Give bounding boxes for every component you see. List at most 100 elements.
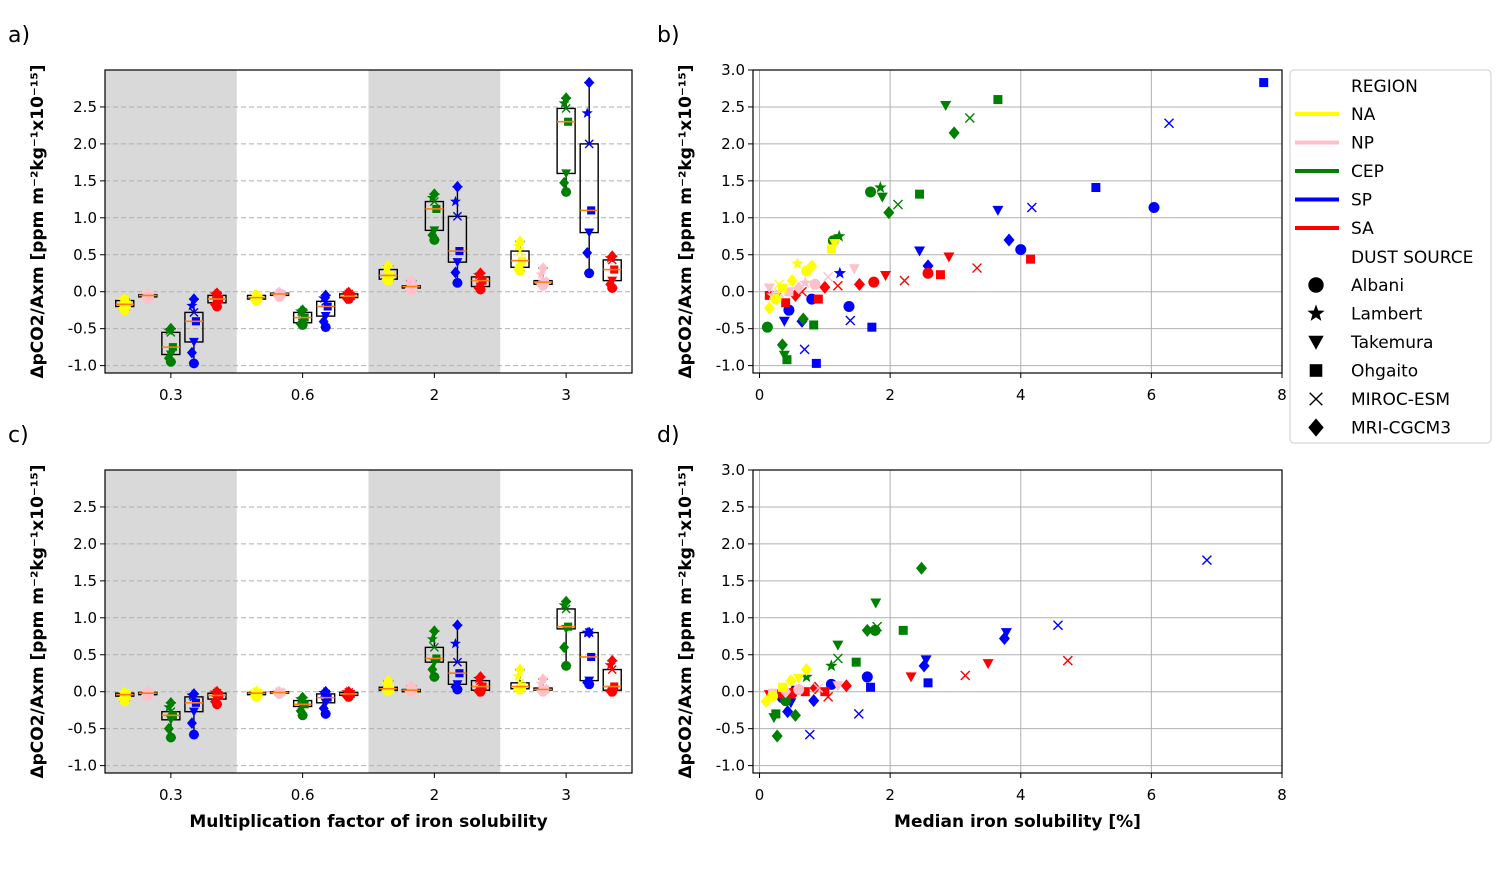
box-na <box>510 235 530 276</box>
scatter-point-sp <box>1091 183 1101 193</box>
box-point <box>426 633 438 644</box>
box-na <box>246 685 267 702</box>
scatter-point-sa <box>868 276 880 288</box>
box-point <box>449 195 461 207</box>
scatter-point-sp <box>843 300 855 312</box>
box-point <box>163 352 174 365</box>
y-tick-label: 0.5 <box>721 246 745 264</box>
scatter-point-sa <box>899 275 910 286</box>
shaded-band <box>368 70 501 373</box>
box-point <box>475 282 486 292</box>
box-np <box>533 673 553 697</box>
panel-label: b) <box>657 23 680 48</box>
scatter-point-na <box>786 274 798 288</box>
box-point <box>163 701 175 712</box>
box-na <box>115 686 135 707</box>
box-point <box>452 258 463 268</box>
box-cep <box>556 595 576 671</box>
box-point <box>561 169 572 179</box>
box-point <box>584 228 595 238</box>
box-point <box>559 641 570 654</box>
legend-source-title: DUST SOURCE <box>1351 248 1473 268</box>
scatter-point-sp <box>1148 201 1160 213</box>
legend-source-label: MIROC-ESM <box>1351 390 1450 410</box>
box-point <box>320 312 331 322</box>
box-sa <box>602 250 622 293</box>
y-tick-label: 1.0 <box>73 609 97 627</box>
box-sp <box>184 688 204 740</box>
scatter-point-na <box>785 674 797 688</box>
scatter-point-cep <box>825 659 838 672</box>
x-tick-label: 2 <box>430 386 440 404</box>
box-point <box>561 186 572 197</box>
y-tick-label: -0.5 <box>68 720 97 738</box>
box-sp <box>447 619 468 695</box>
scatter-point-sa <box>905 672 917 683</box>
scatter-point-cep <box>874 181 887 193</box>
scatter-point-cep <box>833 229 846 242</box>
box-point <box>429 625 440 637</box>
box-point <box>320 289 331 302</box>
chart-panel: b) -1.0 -0.5 0.0 0.5 1.0 1.5 2.0 2.5 3.0 0 2 4 6 8 ΔpCO… <box>657 23 1287 404</box>
y-axis-label-text: ΔpCO2/Axm [ppm m⁻²kg⁻¹x10⁻¹⁵] <box>28 464 48 778</box>
x-tick-label: 2 <box>885 386 895 404</box>
box-na <box>115 293 135 316</box>
box-point <box>581 107 593 118</box>
scatter-point-sa <box>800 687 810 697</box>
y-axis-label: ΔpCO2/Axm [ppm m⁻²kg⁻¹x10⁻¹⁵] <box>676 64 696 378</box>
box-rect <box>579 143 599 234</box>
box-point <box>165 350 176 360</box>
legend-marker-triangle-down <box>1308 335 1324 350</box>
legend-region-label: CEP <box>1351 162 1384 182</box>
box-point <box>452 680 463 690</box>
box-point <box>452 211 462 221</box>
legend-source-label: Albani <box>1351 276 1404 296</box>
scatter-point-sp <box>1026 202 1037 213</box>
box-np <box>401 679 422 698</box>
scatter-point-na <box>801 265 813 277</box>
box-point <box>538 262 549 274</box>
box-sa <box>207 287 227 312</box>
scatter-point-cep <box>964 113 975 124</box>
y-tick-label: 2.0 <box>721 135 745 153</box>
box-sp <box>184 293 204 369</box>
box-point <box>473 282 484 294</box>
legend-marker-circle <box>1308 277 1324 293</box>
scatter-point-na <box>801 663 813 677</box>
x-tick-label: 2 <box>430 786 440 804</box>
legend-marker-diamond <box>1308 418 1324 437</box>
scatter-point-sp <box>918 659 930 673</box>
box-point <box>607 654 618 667</box>
box-point <box>584 268 595 279</box>
box-point <box>165 322 176 335</box>
box-point <box>429 226 440 236</box>
box-cep <box>292 691 313 721</box>
box-na <box>378 259 398 286</box>
y-tick-label: 1.0 <box>73 209 97 227</box>
box-point <box>452 619 463 632</box>
scatter-point-sp <box>1259 78 1269 88</box>
scatter-point-cep <box>876 192 888 203</box>
scatter-point-sp <box>867 322 877 332</box>
scatter-point-sa <box>832 280 843 291</box>
scatter-point-cep <box>832 653 843 664</box>
scatter-point-cep <box>915 189 925 199</box>
legend-region-label: NA <box>1351 105 1376 125</box>
scatter-point-np <box>793 683 805 695</box>
scatter-point-np <box>763 283 775 294</box>
y-tick-label: -1.0 <box>716 757 745 775</box>
y-tick-label: 2.5 <box>721 498 745 516</box>
scatter-point-cep <box>776 338 788 352</box>
box-point <box>429 188 440 201</box>
scatter-point-na <box>826 244 836 254</box>
box-point <box>607 276 618 286</box>
scatter-point-cep <box>861 623 873 637</box>
x-tick-label: 6 <box>1147 386 1157 404</box>
box-point <box>142 288 153 300</box>
legend-region-label: SP <box>1351 191 1372 211</box>
scatter-point-sp <box>1052 620 1063 631</box>
x-tick-label: 4 <box>1016 786 1026 804</box>
box-point <box>117 302 128 315</box>
legend-marker-square <box>1309 364 1323 377</box>
legend-region-title: REGION <box>1351 77 1418 97</box>
